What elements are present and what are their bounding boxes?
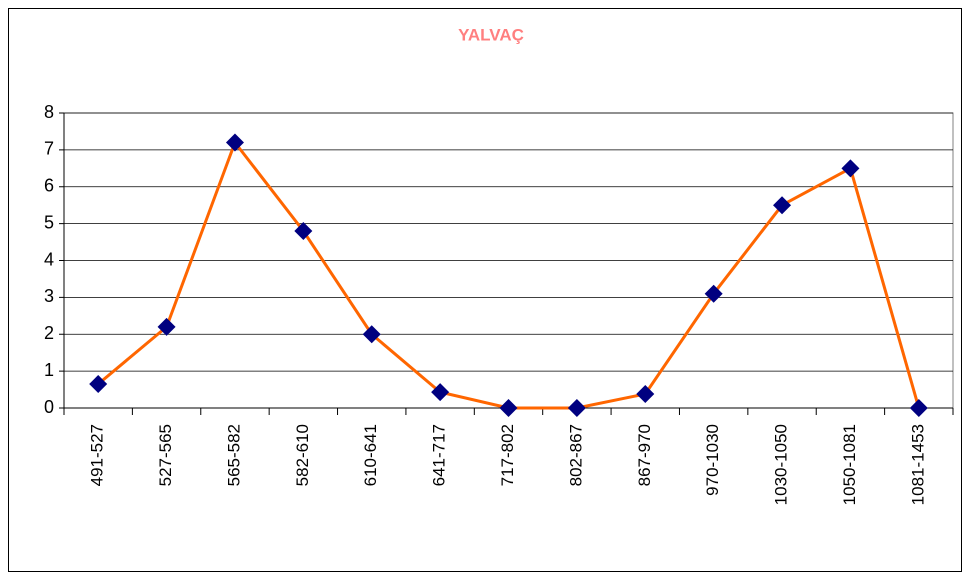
point-marker — [294, 222, 313, 240]
x-tick-label: 867-970 — [635, 424, 654, 486]
y-tick-label: 2 — [44, 323, 54, 343]
point-marker — [909, 399, 928, 417]
point-marker — [157, 317, 176, 336]
y-tick-label: 7 — [44, 139, 54, 159]
point-marker — [89, 375, 108, 394]
y-tick-label: 4 — [44, 249, 54, 269]
point-marker — [431, 383, 450, 402]
x-tick-label: 1030-1050 — [772, 424, 791, 505]
x-tick-label: 582-610 — [293, 424, 312, 486]
y-tick-label: 8 — [44, 102, 54, 122]
point-marker — [567, 399, 586, 417]
point-marker — [499, 399, 518, 417]
y-tick-label: 1 — [44, 360, 54, 380]
x-tick-label: 641-717 — [430, 424, 449, 486]
point-marker — [704, 284, 723, 303]
point-marker — [773, 196, 792, 215]
x-tick-label: 717-802 — [498, 424, 517, 486]
point-marker — [225, 133, 244, 152]
point-marker — [362, 325, 381, 344]
x-tick-label: 610-641 — [361, 424, 380, 486]
x-tick-label: 565-582 — [224, 424, 243, 486]
point-marker — [636, 384, 655, 403]
x-tick-label: 1081-1453 — [908, 424, 927, 505]
x-tick-label: 527-565 — [156, 424, 175, 486]
x-tick-label: 970-1030 — [703, 424, 722, 496]
y-tick-label: 0 — [44, 397, 54, 417]
point-marker — [841, 159, 860, 178]
y-tick-label: 5 — [44, 212, 54, 232]
y-tick-label: 6 — [44, 176, 54, 196]
chart-title: YALVAÇ — [458, 25, 524, 44]
y-tick-label: 3 — [44, 286, 54, 306]
x-tick-label: 1050-1081 — [840, 424, 859, 505]
x-tick-label: 802-867 — [566, 424, 585, 486]
x-tick-label: 491-527 — [88, 424, 107, 486]
